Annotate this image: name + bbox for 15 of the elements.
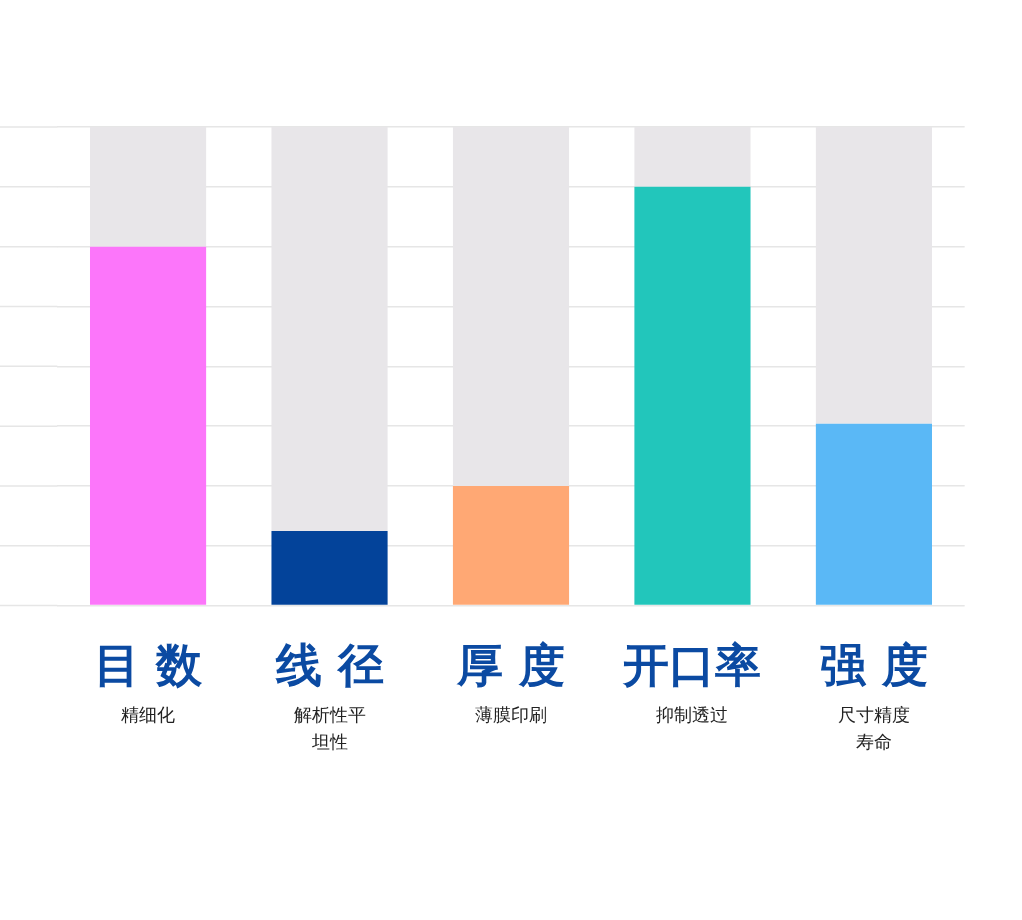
x-tick-label: 目 数: [94, 637, 204, 692]
bar: [634, 186, 751, 605]
text: 薄膜印刷: [475, 704, 547, 726]
bar: [90, 246, 207, 605]
x-tick-label: 线 径: [274, 637, 384, 692]
text: 抑制透过: [656, 704, 729, 726]
text: 解析性平坦性: [293, 704, 366, 753]
text: 精细化: [121, 704, 176, 726]
bar: [815, 423, 932, 605]
bar: [271, 530, 388, 605]
x-tick-label: 厚 度: [455, 637, 566, 692]
bar: [452, 485, 570, 605]
x-tick-label: 强 度: [819, 637, 928, 692]
text: 尺寸精度寿命: [837, 704, 910, 753]
x-tick-label: 开口率: [622, 637, 762, 692]
